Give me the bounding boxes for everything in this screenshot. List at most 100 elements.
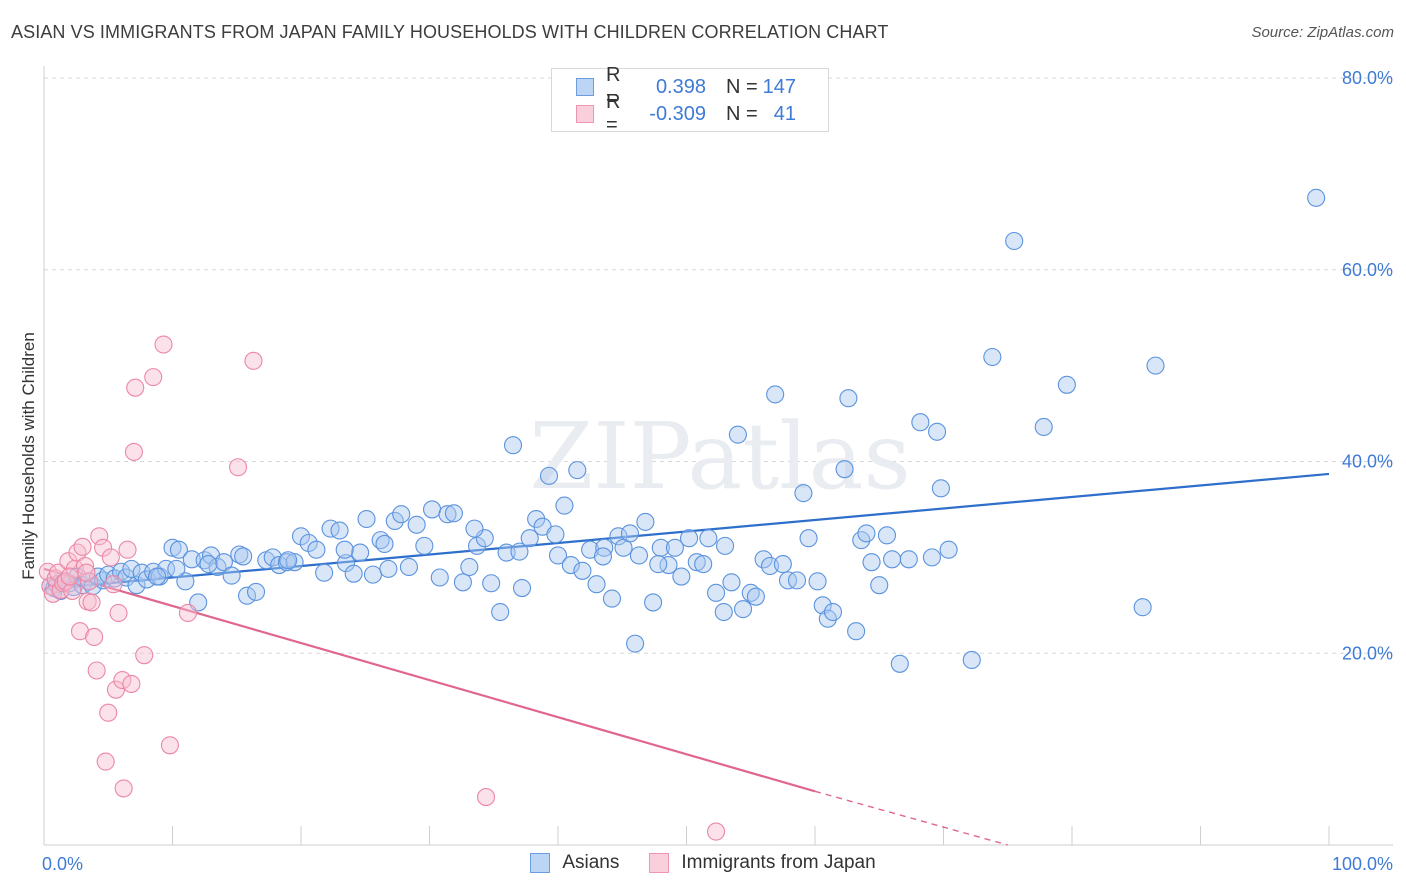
n-value: 147 bbox=[762, 75, 796, 98]
japan-point bbox=[68, 543, 87, 562]
legend-row-japan: R = -0.309 N = 41 bbox=[576, 91, 796, 136]
japan-point bbox=[77, 563, 96, 582]
asian-point bbox=[773, 555, 792, 574]
asian-point bbox=[687, 553, 706, 572]
asian-point bbox=[573, 561, 592, 580]
asian-point bbox=[587, 575, 606, 594]
asian-point bbox=[527, 509, 546, 529]
x-tick-label: 0.0% bbox=[42, 854, 83, 874]
japan-point bbox=[90, 527, 109, 546]
asian-point bbox=[375, 534, 394, 554]
japan-point bbox=[99, 703, 118, 722]
asian-point bbox=[467, 536, 487, 555]
asian-point bbox=[787, 571, 807, 590]
asian-point bbox=[983, 347, 1002, 367]
asian-point bbox=[813, 596, 832, 615]
asian-point bbox=[808, 572, 827, 591]
asian-point bbox=[176, 572, 195, 591]
japan-point bbox=[160, 736, 179, 755]
asian-point bbox=[714, 602, 733, 622]
asian-point bbox=[482, 574, 501, 593]
asian-point bbox=[163, 538, 182, 557]
japan-point bbox=[76, 556, 95, 576]
asian-point bbox=[169, 540, 188, 559]
asian-point bbox=[699, 529, 718, 548]
asian-point bbox=[460, 557, 479, 577]
y-tick-label: 80.0% bbox=[1342, 68, 1393, 88]
japan-trend-extension bbox=[814, 790, 1008, 846]
axes bbox=[43, 66, 1393, 846]
asian-point bbox=[609, 527, 628, 546]
asian-point bbox=[321, 519, 340, 538]
r-value: 0.398 bbox=[655, 75, 706, 98]
asian-point bbox=[939, 540, 958, 559]
asian-point bbox=[962, 650, 981, 670]
x-tick-label: 100.0% bbox=[1332, 854, 1393, 874]
asian-point bbox=[438, 505, 457, 524]
chart-title: ASIAN VS IMMIGRANTS FROM JAPAN FAMILY HO… bbox=[11, 22, 889, 42]
legend-row-asians: R = 0.398 N = 147 bbox=[576, 64, 796, 109]
y-tick-label: 60.0% bbox=[1342, 260, 1393, 280]
asian-point bbox=[877, 526, 897, 545]
japan-point bbox=[244, 351, 263, 370]
asian-point bbox=[246, 582, 266, 601]
asian-point bbox=[214, 553, 233, 572]
asian-point bbox=[733, 600, 753, 619]
series-japan bbox=[38, 335, 726, 841]
asian-point bbox=[561, 555, 580, 575]
japan-point bbox=[101, 548, 120, 567]
japan-point bbox=[126, 378, 145, 397]
asian-point bbox=[649, 555, 668, 574]
asian-point bbox=[423, 500, 442, 519]
asian-point bbox=[199, 555, 218, 574]
asian-point bbox=[1133, 598, 1152, 617]
japan-point bbox=[60, 567, 79, 586]
y-tick-label: 40.0% bbox=[1342, 452, 1393, 472]
asian-point bbox=[379, 559, 398, 578]
asian-point bbox=[344, 564, 363, 583]
japan-point bbox=[476, 788, 496, 807]
asian-point bbox=[862, 553, 881, 572]
asian-point bbox=[593, 547, 613, 566]
japan-point bbox=[94, 538, 113, 557]
japan-point bbox=[113, 671, 132, 690]
asian-point bbox=[399, 557, 418, 577]
japan-point bbox=[63, 581, 82, 600]
asian-point bbox=[1057, 375, 1076, 394]
r-value: -0.309 bbox=[649, 102, 706, 125]
asian-point bbox=[291, 527, 311, 546]
asian-point bbox=[839, 389, 858, 408]
asian-point bbox=[620, 524, 640, 543]
japan-point bbox=[144, 368, 163, 387]
n-label: N = bbox=[726, 75, 758, 98]
japan-point bbox=[178, 603, 197, 623]
asian-point bbox=[870, 576, 889, 595]
n-value: 41 bbox=[773, 102, 796, 125]
asian-point bbox=[890, 654, 909, 673]
source-label: Source: ZipAtlas.com bbox=[1251, 24, 1394, 41]
asian-point bbox=[722, 573, 741, 592]
japan-point bbox=[124, 442, 143, 461]
asian-point bbox=[555, 496, 574, 515]
japan-point bbox=[122, 674, 141, 693]
asian-point bbox=[122, 559, 141, 578]
asian-point bbox=[665, 538, 684, 557]
legend-item-japan: Immigrants from Japan bbox=[649, 852, 876, 874]
asian-point bbox=[392, 505, 411, 524]
asian-point bbox=[497, 543, 516, 562]
asian-point bbox=[491, 602, 510, 622]
asian-point bbox=[351, 543, 370, 562]
asian-point bbox=[363, 565, 383, 584]
asian-point bbox=[148, 567, 167, 586]
asian-point bbox=[644, 593, 663, 612]
asian-point bbox=[928, 422, 947, 441]
r-label: R = bbox=[606, 91, 621, 136]
asian-point bbox=[1146, 356, 1165, 375]
asian-point bbox=[182, 550, 201, 569]
japan-point bbox=[96, 752, 115, 771]
japan-trend-line bbox=[43, 567, 816, 793]
japan-point bbox=[135, 646, 154, 665]
asian-point bbox=[315, 563, 334, 582]
asian-point bbox=[520, 529, 539, 548]
asian-point bbox=[285, 553, 304, 572]
